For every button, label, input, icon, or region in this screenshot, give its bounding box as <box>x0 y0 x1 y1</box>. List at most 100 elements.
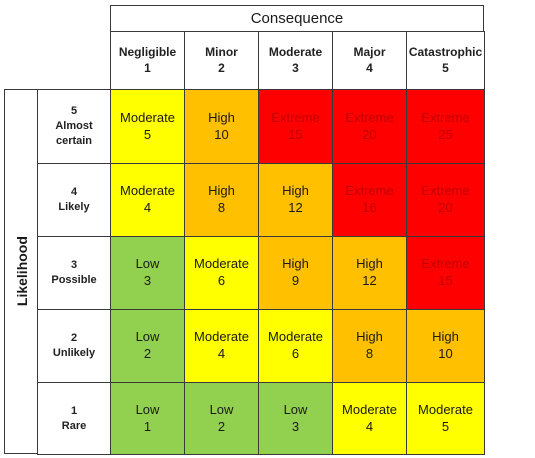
risk-cell-extreme: Extreme 20 <box>406 163 485 237</box>
risk-score: 1 <box>143 418 152 434</box>
risk-level: Extreme <box>345 183 394 199</box>
risk-score: 4 <box>143 200 152 215</box>
risk-score: 4 <box>365 418 374 434</box>
column-header-major: Major 4 <box>332 31 407 90</box>
risk-level: High <box>282 256 309 272</box>
risk-cell-extreme: Extreme 16 <box>332 163 407 237</box>
risk-level: High <box>208 183 235 199</box>
risk-cell-high: High 10 <box>184 89 259 164</box>
row-number: 2 <box>70 332 78 345</box>
risk-cell-moderate: Moderate 5 <box>110 89 185 164</box>
column-number: 4 <box>366 60 373 75</box>
risk-cell-moderate: Moderate 6 <box>258 309 333 383</box>
row-name: certain <box>55 134 93 147</box>
risk-level: High <box>356 256 383 272</box>
row-number: 5 <box>70 105 78 118</box>
risk-cell-moderate: Moderate 5 <box>406 382 485 455</box>
likelihood-header: Likelihood <box>4 89 38 454</box>
risk-level: Low <box>209 401 234 417</box>
risk-cell-high: High 8 <box>184 163 259 237</box>
risk-cell-low: Low 3 <box>110 236 185 310</box>
column-name: Moderate <box>268 44 323 59</box>
risk-score: 3 <box>291 418 300 434</box>
risk-cell-low: Low 2 <box>110 309 185 383</box>
risk-score: 9 <box>291 273 300 288</box>
risk-score: 15 <box>438 273 453 288</box>
risk-level: Moderate <box>418 401 473 417</box>
risk-score: 15 <box>288 126 303 142</box>
risk-score: 5 <box>441 418 450 434</box>
risk-level: High <box>208 109 235 125</box>
risk-score: 10 <box>214 126 229 142</box>
column-header-negligible: Negligible 1 <box>110 31 185 90</box>
risk-cell-extreme: Extreme 20 <box>332 89 407 164</box>
column-name: Negligible <box>118 44 177 59</box>
row-number: 4 <box>70 186 78 199</box>
risk-score: 6 <box>291 346 300 361</box>
row-name: Likely <box>58 201 90 213</box>
risk-cell-low: Low 3 <box>258 382 333 455</box>
risk-cell-moderate: Moderate 4 <box>332 382 407 455</box>
row-name: Almost <box>55 120 93 133</box>
risk-level: Moderate <box>194 256 249 272</box>
column-name: Catastrophic <box>408 44 483 59</box>
risk-level: Extreme <box>421 109 470 125</box>
risk-cell-moderate: Moderate 4 <box>184 309 259 383</box>
risk-score: 6 <box>217 273 226 288</box>
risk-level: Low <box>283 401 308 417</box>
risk-score: 25 <box>438 126 453 142</box>
risk-cell-moderate: Moderate 4 <box>110 163 185 237</box>
row-number: 3 <box>70 259 78 272</box>
risk-level: High <box>282 183 309 199</box>
column-header-minor: Minor 2 <box>184 31 259 90</box>
risk-score: 16 <box>362 200 377 215</box>
risk-score: 20 <box>362 126 377 142</box>
risk-level: Extreme <box>421 256 470 272</box>
risk-cell-low: Low 2 <box>184 382 259 455</box>
risk-cell-extreme: Extreme 15 <box>258 89 333 164</box>
row-header-possible: 3 Possible <box>37 236 111 310</box>
risk-level: High <box>356 329 383 345</box>
risk-score: 2 <box>217 418 226 434</box>
risk-score: 3 <box>143 273 152 288</box>
risk-level: Low <box>135 401 160 417</box>
column-name: Major <box>353 44 386 59</box>
row-name: Possible <box>51 274 97 286</box>
column-number: 5 <box>442 60 449 75</box>
risk-cell-high: High 10 <box>406 309 485 383</box>
risk-score: 10 <box>438 346 453 361</box>
risk-score: 2 <box>143 346 152 361</box>
column-header-catastrophic: Catastrophic 5 <box>406 31 485 90</box>
risk-level: Moderate <box>194 329 249 345</box>
row-number: 1 <box>70 404 78 417</box>
risk-level: Extreme <box>421 183 470 199</box>
column-number: 2 <box>218 60 225 75</box>
risk-score: 20 <box>438 200 453 215</box>
risk-score: 12 <box>288 200 303 215</box>
risk-score: 8 <box>217 200 226 215</box>
column-number: 1 <box>144 60 151 75</box>
consequence-header: Consequence <box>110 5 484 32</box>
risk-cell-high: High 8 <box>332 309 407 383</box>
risk-level: Moderate <box>268 329 323 345</box>
consequence-title: Consequence <box>250 9 344 27</box>
risk-cell-high: High 12 <box>258 163 333 237</box>
risk-level: Moderate <box>120 109 175 125</box>
risk-score: 4 <box>217 346 226 361</box>
row-header-unlikely: 2 Unlikely <box>37 309 111 383</box>
risk-cell-high: High 9 <box>258 236 333 310</box>
risk-level: Moderate <box>120 183 175 199</box>
risk-cell-extreme: Extreme 15 <box>406 236 485 310</box>
row-name: Rare <box>61 419 87 432</box>
row-header-almost-certain: 5 Almost certain <box>37 89 111 164</box>
column-header-moderate: Moderate 3 <box>258 31 333 90</box>
risk-level: Extreme <box>345 109 394 125</box>
row-name: Unlikely <box>52 347 96 359</box>
risk-cell-extreme: Extreme 25 <box>406 89 485 164</box>
risk-score: 5 <box>143 126 152 142</box>
row-header-likely: 4 Likely <box>37 163 111 237</box>
risk-level: Moderate <box>342 401 397 417</box>
risk-score: 8 <box>365 346 374 361</box>
risk-level: Low <box>135 329 160 345</box>
row-header-rare: 1 Rare <box>37 382 111 455</box>
